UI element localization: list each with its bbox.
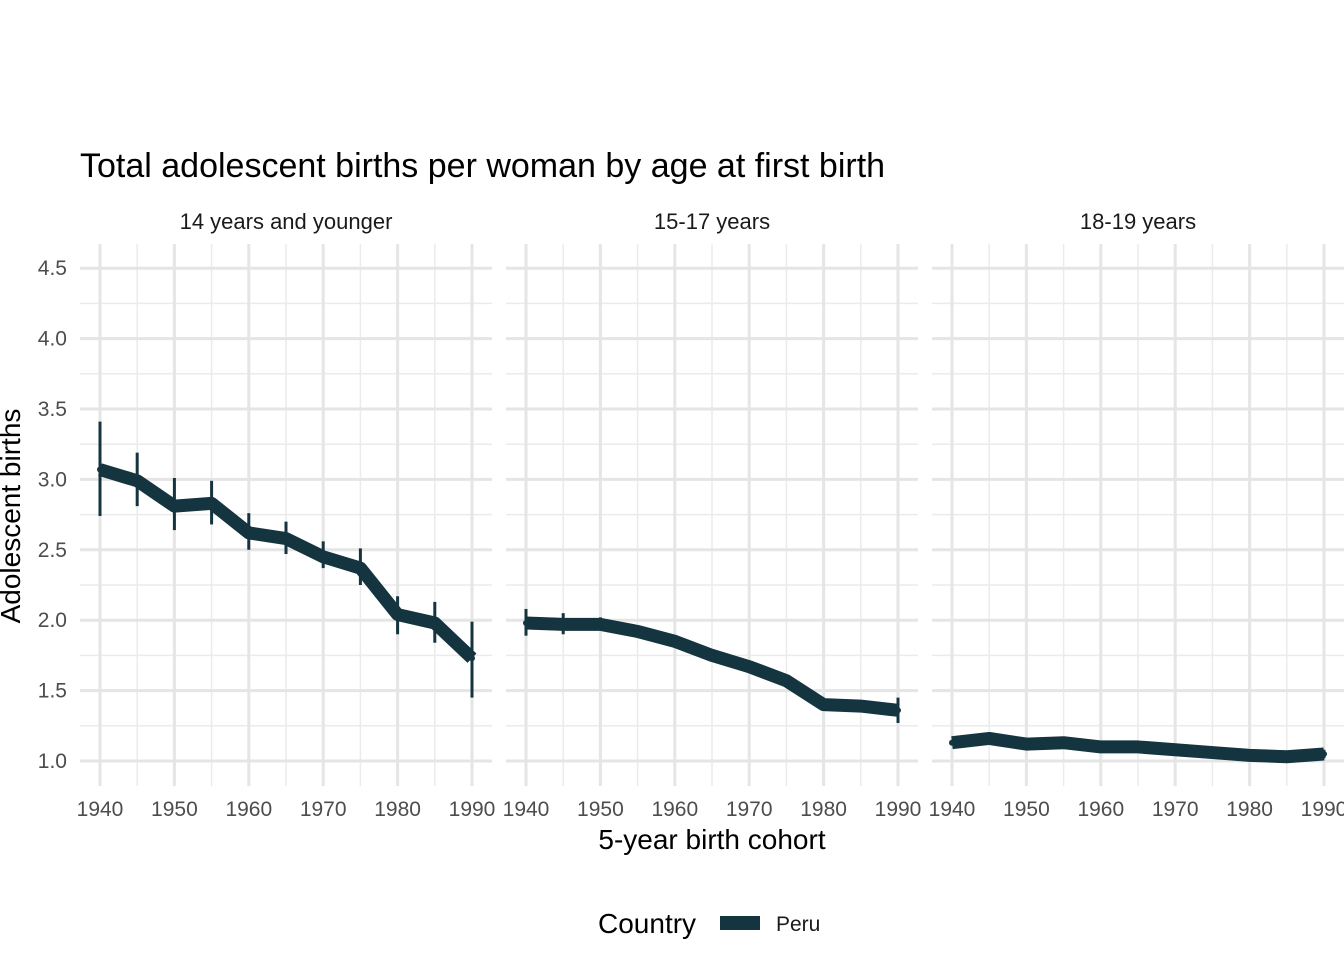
x-tick-label: 1950 <box>151 798 198 821</box>
data-point <box>986 735 993 742</box>
x-tick-label: 1940 <box>77 798 124 821</box>
facet-panel: 14 years and younger 1940 1950 1960 1970 1980… <box>77 209 496 821</box>
data-point <box>820 701 827 708</box>
x-tick-label: 1990 <box>1301 798 1344 821</box>
x-tick-label: 1960 <box>1077 798 1124 821</box>
facet-panel: 15-17 years 1940 1950 1960 1970 1980 1990 <box>503 209 922 821</box>
legend-title: Country <box>598 908 696 939</box>
legend: Country Peru <box>598 908 820 939</box>
x-tick-label: 1960 <box>651 798 698 821</box>
data-point <box>783 677 790 684</box>
y-axis-ticks: 1.0 1.5 2.0 2.5 3.0 3.5 4.0 4.5 <box>38 257 67 773</box>
data-point <box>171 503 178 510</box>
x-tick-label: 1940 <box>929 798 976 821</box>
data-point <box>671 638 678 645</box>
facet-strip-label: 14 years and younger <box>180 209 393 234</box>
data-point <box>1321 750 1327 757</box>
x-tick-label: 1970 <box>726 798 773 821</box>
x-tick-label: 1960 <box>225 798 272 821</box>
facet-strip-label: 15-17 years <box>654 209 770 234</box>
data-point <box>134 477 141 484</box>
data-point <box>857 703 864 710</box>
x-tick-label: 1940 <box>503 798 550 821</box>
data-point <box>431 620 438 627</box>
data-point <box>357 565 364 572</box>
y-tick-label: 2.0 <box>38 609 67 632</box>
data-point <box>208 500 215 507</box>
x-tick-label: 1990 <box>449 798 496 821</box>
x-tick-label: 1980 <box>374 798 421 821</box>
x-tick-label: 1990 <box>875 798 922 821</box>
facet-strip-label: 18-19 years <box>1080 209 1196 234</box>
data-point <box>320 553 327 560</box>
data-point <box>1060 739 1067 746</box>
data-point <box>1246 752 1253 759</box>
y-tick-label: 4.0 <box>38 328 67 351</box>
data-point <box>523 620 529 627</box>
x-tick-label: 1950 <box>1003 798 1050 821</box>
y-axis-title: Adolescent births <box>0 409 26 624</box>
y-tick-label: 3.5 <box>38 398 67 421</box>
x-tick-label: 1980 <box>800 798 847 821</box>
data-point <box>394 611 401 618</box>
y-tick-label: 4.5 <box>38 257 67 280</box>
x-tick-label: 1970 <box>300 798 347 821</box>
legend-label-peru: Peru <box>776 913 820 936</box>
x-axis-title: 5-year birth cohort <box>598 824 825 855</box>
data-point <box>283 535 289 542</box>
data-point <box>1023 741 1030 748</box>
data-point <box>1283 753 1290 760</box>
data-point <box>746 663 753 670</box>
chart-title: Total adolescent births per woman by age… <box>80 147 885 185</box>
data-point <box>1097 743 1104 750</box>
x-tick-label: 1950 <box>577 798 624 821</box>
legend-key-peru <box>720 916 760 930</box>
data-point <box>895 707 901 714</box>
facet-panels: 14 years and younger 1940 1950 1960 1970 1980… <box>77 209 1344 821</box>
data-point <box>634 628 641 635</box>
y-tick-label: 1.5 <box>38 680 67 703</box>
data-point <box>1172 746 1179 753</box>
data-point <box>97 466 103 473</box>
data-point <box>1209 749 1216 756</box>
y-tick-label: 1.0 <box>38 750 67 773</box>
data-point <box>597 621 604 628</box>
data-point <box>245 529 252 536</box>
data-point <box>469 655 475 662</box>
data-point <box>949 739 955 746</box>
facet-panel: 18-19 years 1940 1950 1960 1970 1980 1990 <box>929 209 1344 821</box>
x-tick-label: 1970 <box>1152 798 1199 821</box>
x-tick-label: 1980 <box>1226 798 1273 821</box>
y-tick-label: 3.0 <box>38 468 67 491</box>
data-point <box>560 621 567 628</box>
y-tick-label: 2.5 <box>38 539 67 562</box>
data-point <box>1135 743 1141 750</box>
data-point <box>709 652 715 659</box>
